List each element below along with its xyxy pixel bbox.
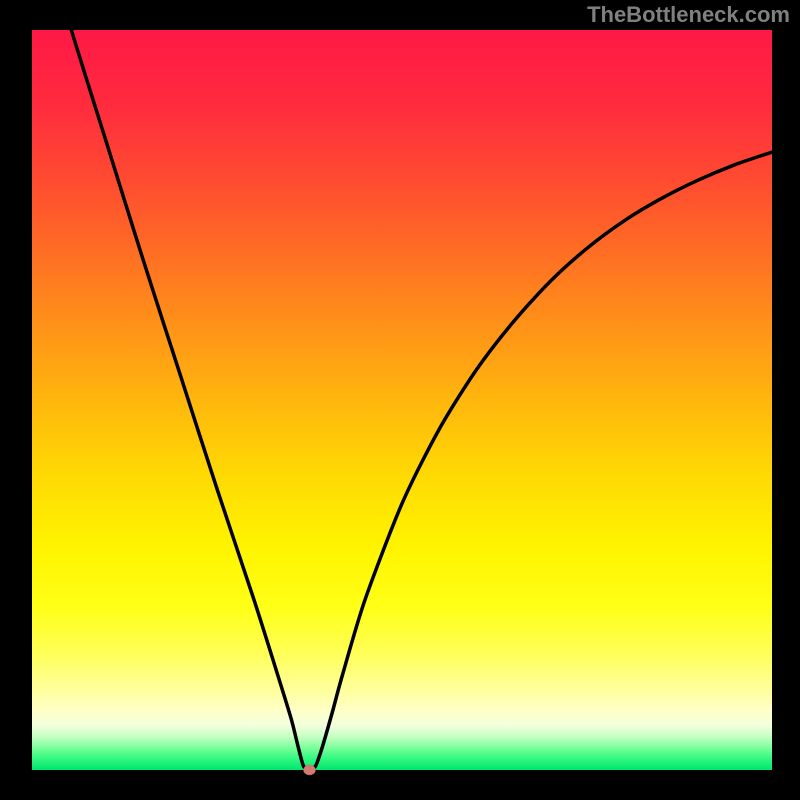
watermark-text: TheBottleneck.com (587, 2, 790, 28)
plot-background (32, 30, 772, 770)
bottleneck-chart (0, 0, 800, 800)
optimum-marker (304, 765, 316, 775)
chart-container: { "watermark": { "text": "TheBottleneck.… (0, 0, 800, 800)
